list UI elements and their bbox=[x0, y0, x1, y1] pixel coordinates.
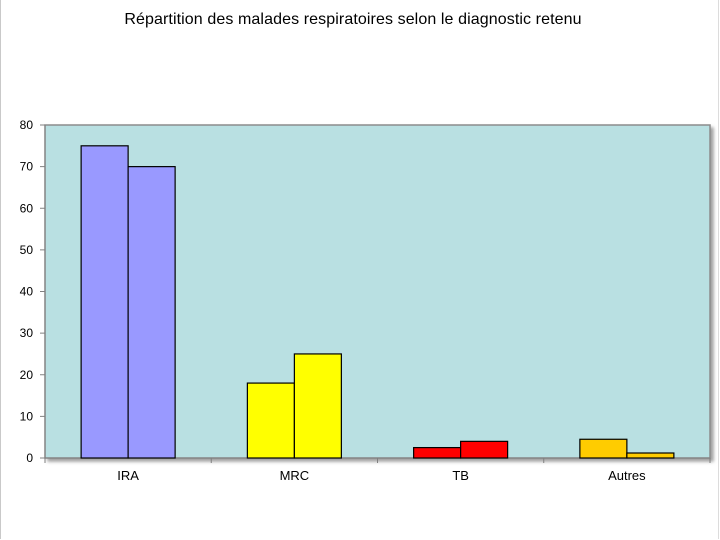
bars bbox=[80, 145, 675, 459]
bar-tb-1 bbox=[413, 446, 462, 459]
y-tick-label: 70 bbox=[20, 160, 34, 174]
bar-mrc-1 bbox=[246, 382, 295, 459]
x-tick-label: TB bbox=[452, 468, 469, 483]
y-tick-label: 20 bbox=[20, 368, 34, 382]
x-tick-label: MRC bbox=[280, 468, 310, 483]
bar-mrc-2 bbox=[293, 353, 342, 459]
labels: 0 10 20 30 40 50 60 70 80 IRA MRC TB Autres bbox=[20, 118, 647, 483]
bar-ira-2 bbox=[127, 166, 176, 459]
y-tick-label: 80 bbox=[20, 118, 34, 132]
bar-tb-2 bbox=[460, 440, 509, 459]
x-tick-label: Autres bbox=[608, 468, 646, 483]
y-tick-label: 30 bbox=[20, 326, 34, 340]
chart-title: Répartition des malades respiratoires se… bbox=[124, 11, 582, 28]
bar-ira-1 bbox=[80, 145, 129, 459]
bar-autres-2 bbox=[626, 452, 675, 459]
y-tick-label: 10 bbox=[20, 409, 34, 423]
x-tick-label: IRA bbox=[117, 468, 139, 483]
y-tick-label: 0 bbox=[26, 451, 33, 465]
y-tick-label: 60 bbox=[20, 201, 34, 215]
bar-autres-1 bbox=[579, 438, 628, 459]
y-tick-label: 40 bbox=[20, 285, 34, 299]
y-tick-label: 50 bbox=[20, 243, 34, 257]
